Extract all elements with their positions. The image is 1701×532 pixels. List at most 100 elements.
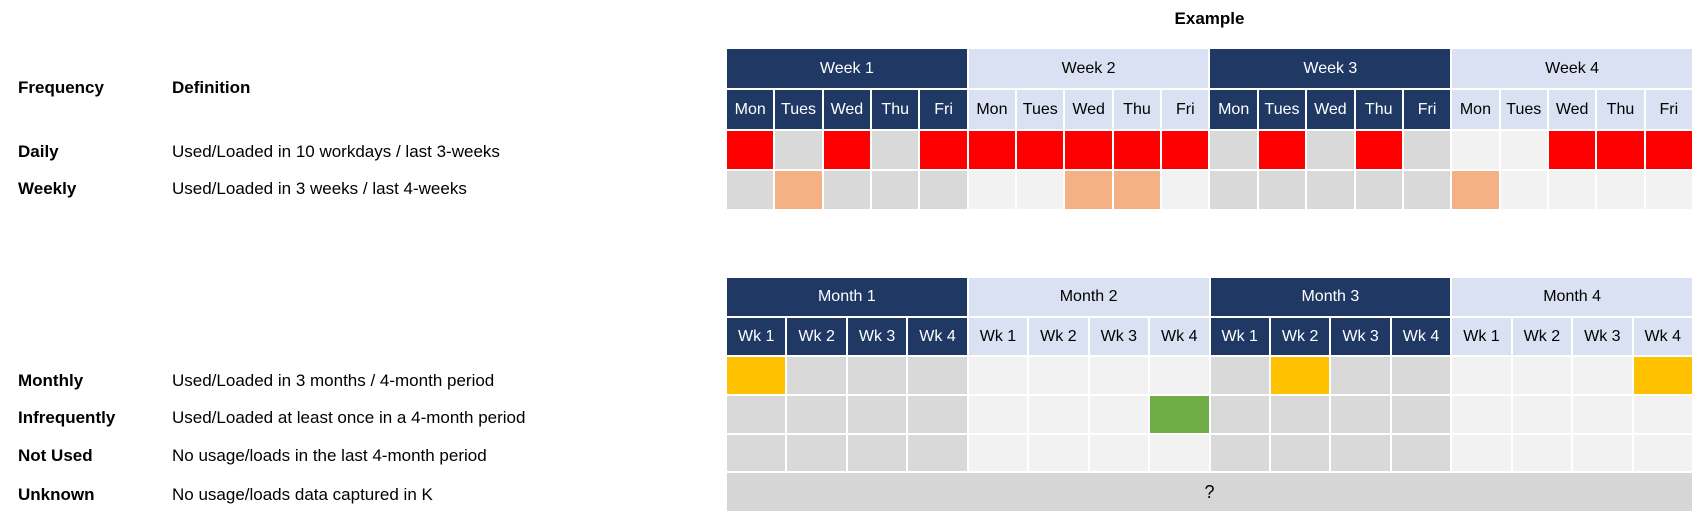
weekly-usage-cell [775, 171, 822, 209]
frequency-label: Monthly [18, 371, 84, 390]
day-header: Tues [1258, 90, 1306, 129]
daily-usage-cell [1597, 131, 1644, 169]
week-number-header: Wk 2 [1029, 318, 1088, 355]
day-header: Mon [727, 90, 774, 129]
week-number-header: Wk 3 [847, 318, 907, 355]
daily-usage-cell [1113, 131, 1161, 169]
week-number-header: Wk 1 [1210, 318, 1269, 355]
not-used-cell [1089, 435, 1149, 471]
definition-text: Used/Loaded in 3 weeks / last 4-weeks [172, 179, 467, 198]
monthly-usage-cell [1150, 357, 1209, 394]
unknown-row: ? [727, 473, 1692, 511]
day-header: Thu [1355, 90, 1402, 129]
day-header: Mon [1210, 90, 1257, 129]
week-number-header: Wk 4 [1150, 318, 1209, 355]
monthly-usage-cell [787, 357, 846, 394]
monthly-usage-cell [908, 357, 967, 394]
day-header: Fri [920, 90, 967, 129]
daily-usage-cell [823, 131, 871, 169]
infrequently-usage-cell [1512, 396, 1572, 433]
monthly-usage-cell [1210, 357, 1269, 394]
not-used-cell [787, 435, 846, 471]
day-header: Mon [1452, 90, 1499, 129]
day-header: Fri [1403, 90, 1451, 129]
definition-text: Used/Loaded in 10 workdays / last 3-week… [172, 142, 500, 161]
infrequently-usage-cell [1029, 396, 1088, 433]
month-group-header: Month 2 [968, 278, 1209, 316]
infrequently-usage-cell [1633, 396, 1692, 433]
weekly-usage-cell [1452, 171, 1499, 209]
not-used-cell [1210, 435, 1269, 471]
daily-usage-cell [1258, 131, 1306, 169]
day-header: Thu [872, 90, 919, 129]
monthly-usage-cell [1029, 357, 1088, 394]
not-used-cell [1391, 435, 1451, 471]
day-header: Wed [1307, 90, 1354, 129]
not-used-cell [1452, 435, 1511, 471]
infrequently-usage-cell [968, 396, 1028, 433]
weekly-usage-cell [1597, 171, 1644, 209]
week-example-table: Week 1 Week 2 Week 3 Week 4 Mon Tues Wed Thu Fri… [727, 49, 1692, 209]
weekly-usage-cell [1548, 171, 1596, 209]
month-group-header: Month 3 [1210, 278, 1451, 316]
daily-usage-cell [1065, 131, 1112, 169]
weekly-usage-cell [1307, 171, 1354, 209]
infrequently-usage-cell [1089, 396, 1149, 433]
week-number-header: Wk 1 [727, 318, 786, 355]
daily-usage-cell [1645, 131, 1692, 169]
weekly-usage-cell [920, 171, 967, 209]
not-used-cell [968, 435, 1028, 471]
week-group-header: Week 1 [727, 49, 967, 88]
weekly-usage-cell [1355, 171, 1402, 209]
frequency-column-header: Frequency [18, 78, 104, 97]
weekly-usage-cell [968, 171, 1016, 209]
day-header: Wed [1548, 90, 1596, 129]
day-header: Fri [1162, 90, 1209, 129]
monthly-usage-cell [1573, 357, 1632, 394]
not-used-cell [1512, 435, 1572, 471]
not-used-cell [1150, 435, 1209, 471]
week-number-header: Wk 2 [1270, 318, 1330, 355]
example-title: Example [1174, 9, 1245, 28]
week-number-header: Wk 3 [1331, 318, 1390, 355]
weekly-usage-cell [1017, 171, 1064, 209]
weekly-usage-cell [1065, 171, 1112, 209]
day-header: Wed [823, 90, 871, 129]
week-number-header: Wk 4 [1633, 318, 1692, 355]
not-used-cell [847, 435, 907, 471]
day-header: Thu [1597, 90, 1644, 129]
infrequently-usage-cell [1573, 396, 1632, 433]
weekly-usage-cell [1403, 171, 1451, 209]
month-group-header: Month 1 [727, 278, 967, 316]
frequency-label: Unknown [18, 485, 95, 504]
daily-usage-cell [1210, 131, 1257, 169]
frequency-label: Daily [18, 142, 59, 161]
daily-usage-cell [727, 131, 774, 169]
day-header: Fri [1645, 90, 1692, 129]
daily-usage-cell [1403, 131, 1451, 169]
week-number-header: Wk 2 [1512, 318, 1572, 355]
week-number-header: Wk 3 [1573, 318, 1632, 355]
week-group-header: Week 4 [1452, 49, 1692, 88]
monthly-usage-cell [1452, 357, 1511, 394]
not-used-cell [1573, 435, 1632, 471]
daily-usage-cell [1017, 131, 1064, 169]
monthly-usage-cell [1089, 357, 1149, 394]
day-header: Thu [1113, 90, 1161, 129]
daily-usage-cell [1548, 131, 1596, 169]
monthly-usage-cell [727, 357, 786, 394]
weekly-usage-cell [1258, 171, 1306, 209]
definition-text: No usage/loads in the last 4-month perio… [172, 446, 487, 465]
infrequently-usage-cell [1270, 396, 1330, 433]
week-group-header: Week 3 [1210, 49, 1451, 88]
weekly-usage-cell [1210, 171, 1257, 209]
week-number-header: Wk 1 [1452, 318, 1511, 355]
not-used-cell [1331, 435, 1390, 471]
frequency-label: Weekly [18, 179, 77, 198]
weekly-usage-cell [1500, 171, 1547, 209]
not-used-cell [908, 435, 967, 471]
infrequently-usage-cell [847, 396, 907, 433]
not-used-cell [1029, 435, 1088, 471]
weekly-usage-cell [1162, 171, 1209, 209]
